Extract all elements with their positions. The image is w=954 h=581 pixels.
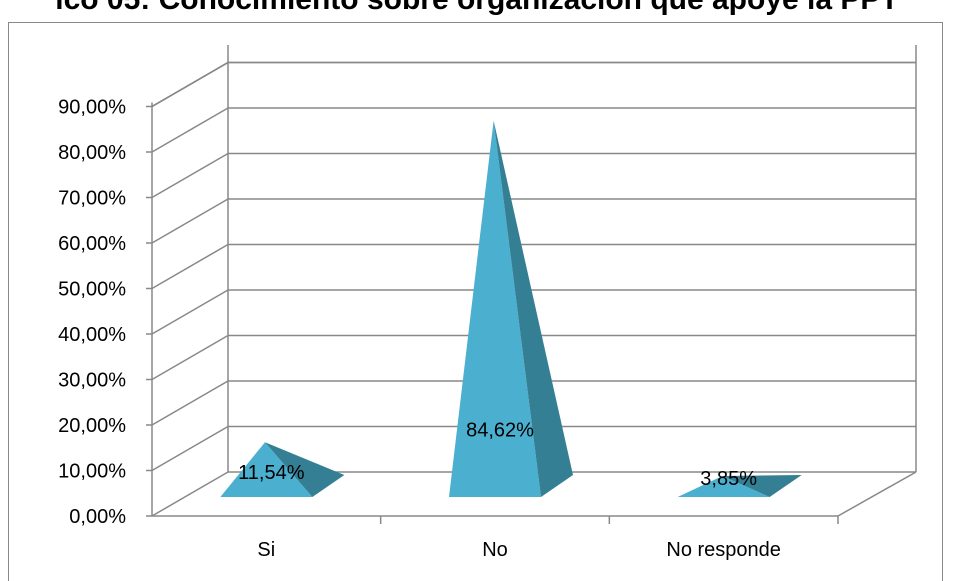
y-tick-label: 20,00% <box>58 415 126 437</box>
y-tick-label: 90,00% <box>58 97 126 119</box>
gridline-depth <box>152 336 228 380</box>
y-tick-label: 70,00% <box>58 188 126 210</box>
gridline-depth <box>152 427 228 471</box>
data-label: 84,62% <box>466 420 534 442</box>
floor-edge <box>838 472 916 516</box>
gridline-depth <box>152 245 228 289</box>
y-tick-label: 10,00% <box>58 461 126 483</box>
gridline-depth <box>152 108 228 152</box>
y-tick-label: 0,00% <box>69 506 126 528</box>
gridline-depth <box>152 63 228 107</box>
y-tick-label: 50,00% <box>58 279 126 301</box>
gridline-depth <box>152 381 228 425</box>
x-tick-label: No responde <box>666 539 781 561</box>
y-tick-label: 60,00% <box>58 233 126 255</box>
gridline-depth <box>152 154 228 198</box>
data-label: 3,85% <box>700 468 757 490</box>
y-tick-label: 80,00% <box>58 142 126 164</box>
gridline-depth <box>152 199 228 243</box>
y-tick-label: 30,00% <box>58 370 126 392</box>
gridline-depth <box>152 472 228 516</box>
gridline-depth <box>152 290 228 334</box>
x-tick-label: No <box>482 539 508 561</box>
y-tick-label: 40,00% <box>58 324 126 346</box>
x-tick-label: Si <box>257 539 275 561</box>
data-label: 11,54% <box>238 462 305 484</box>
